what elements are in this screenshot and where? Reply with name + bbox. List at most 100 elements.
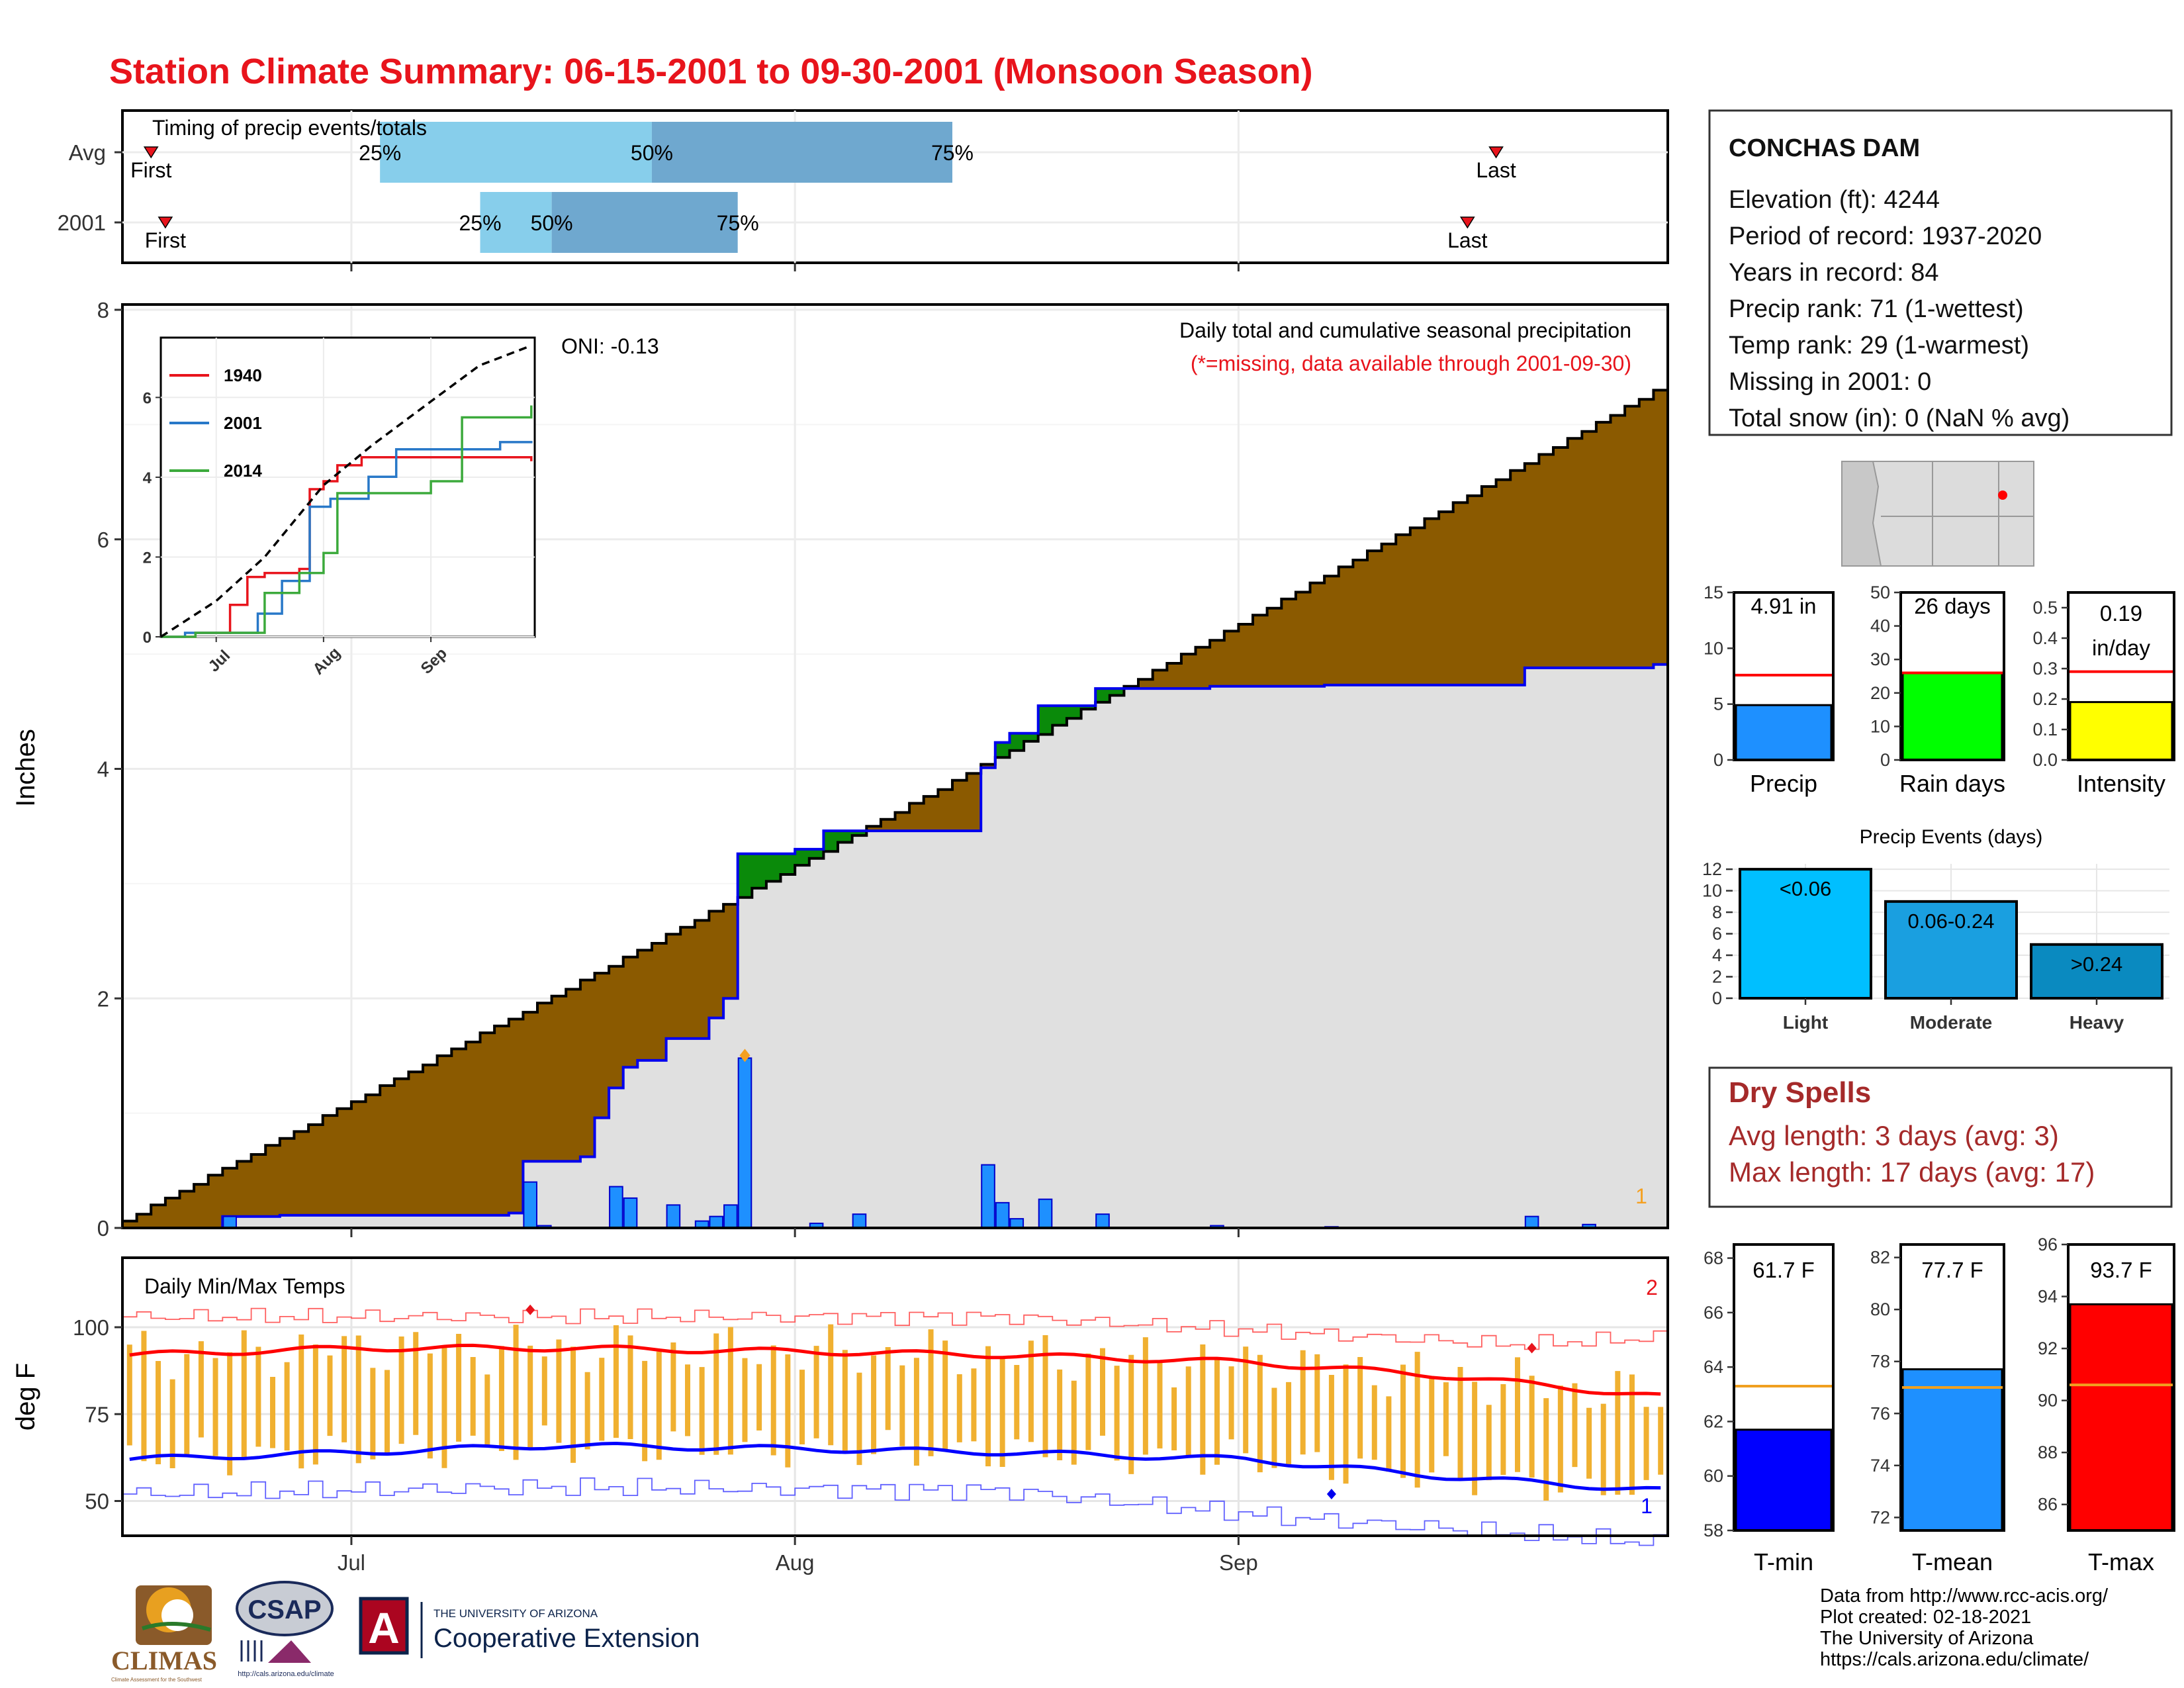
station-location-marker [1998, 491, 2007, 500]
precip-fills [122, 389, 1668, 1229]
inset-ytick-label-3: 6 [143, 389, 152, 407]
record-high-marker-2 [1527, 1342, 1537, 1354]
temp-marker-top: 2 [1646, 1276, 1658, 1299]
timing-first-label-0: First [130, 158, 171, 182]
temp-summary-ytick-label-0-4: 66 [1704, 1303, 1723, 1323]
max-precip-marker [739, 1049, 751, 1062]
csap-logo: CSAP http://cals.arizona.edu/climate [236, 1581, 334, 1678]
ua-logo-line-2: Cooperative Extension [433, 1624, 700, 1653]
inset-legend-label-1: 2001 [224, 413, 262, 433]
temperature-summary-bars: 58 60 62 64 66 68 61.7 F T-min 72 74 76 78 80 82 77.7 … [1704, 1235, 2175, 1575]
daily-precip-bar-19 [1524, 1215, 1539, 1229]
timing-p50-label-1: 50% [531, 211, 573, 235]
summary-bar-outline-0 [1733, 591, 1835, 761]
inset-frame [159, 336, 536, 638]
x-tick-label-0: Jul [338, 1550, 365, 1575]
precip-y-label: Inches [11, 729, 40, 807]
temp-summary-ytick-label-1-5: 82 [1870, 1248, 1890, 1268]
dry-spells-title: Dry Spells [1729, 1076, 1871, 1109]
summary-bar-unit-2: in/day [2092, 635, 2151, 660]
precip-ytick-label-4: 8 [97, 298, 109, 322]
station-period: Period of record: 1937-2020 [1729, 222, 2042, 250]
summary-bar-ytick-label-1-4: 40 [1870, 616, 1890, 636]
temp-summary-value-0: 61.7 F [1752, 1258, 1815, 1282]
dry-spells-max: Max length: 17 days (avg: 17) [1729, 1156, 2095, 1188]
temp-summary-bar-2 [2069, 1303, 2173, 1532]
x-tick-label-2: Sep [1219, 1550, 1258, 1575]
inset-series-line-average [160, 344, 532, 638]
summary-bars: 0 5 10 15 4.91 in Precip 0 10 20 30 40 50 26 days Rai… [1704, 583, 2175, 797]
temp-y-axis: 50 75 100 [73, 1315, 122, 1514]
events-ytick-label-2: 4 [1712, 945, 1722, 965]
temp-summary-outline-2 [2067, 1243, 2175, 1532]
climas-logo: CLIMAS Climate Assessment for the Southw… [111, 1585, 217, 1683]
precip-caption: Daily total and cumulative seasonal prec… [1179, 318, 1631, 342]
summary-bar-ytick-label-0-2: 10 [1704, 638, 1723, 658]
temp-summary-bar-0 [1735, 1429, 1833, 1532]
events-ytick-label-6: 12 [1702, 859, 1722, 879]
temp-ytick-label-1: 75 [85, 1402, 109, 1427]
oni-label: ONI: -0.13 [561, 334, 659, 358]
events-bar-label-1: 0.06-0.24 [1908, 910, 1995, 933]
events-title: Precip Events (days) [1860, 826, 2043, 848]
summary-bar-ytick-label-0-1: 5 [1713, 694, 1723, 714]
station-years: Years in record: 84 [1729, 259, 1939, 287]
precip-y-axis: 0 2 4 6 8 [97, 298, 122, 1241]
daily-precip-bar-16 [1095, 1213, 1110, 1229]
events-ytick-label-1: 2 [1712, 967, 1722, 987]
timing-row-label-2001: 2001 [58, 211, 106, 235]
temp-summary-ytick-label-0-1: 60 [1704, 1466, 1723, 1486]
summary-bar-label-2: Intensity [2077, 770, 2165, 797]
events-bar-label-0: <0.06 [1780, 877, 1831, 900]
summary-bar-ytick-label-0-3: 15 [1704, 583, 1723, 602]
summary-bar-label-0: Precip [1750, 770, 1817, 797]
inset-legend-label-0: 1940 [224, 365, 262, 385]
summary-bar-ytick-label-1-1: 10 [1870, 716, 1890, 736]
cumulative-average-line [122, 389, 1668, 1223]
timing-labels: 25% 50% 75% First Last 25% 50% 75% First Last [130, 141, 1516, 252]
inset-ytick-label-0: 0 [143, 629, 152, 647]
summary-bar-group-0: 0 5 10 15 4.91 in Precip [1704, 583, 1835, 797]
events-ytick-label-3: 6 [1712, 924, 1722, 944]
timing-bar-q1-1 [480, 192, 552, 253]
summary-bar-ytick-label-2-4: 0.4 [2032, 628, 2058, 648]
summary-bar-value-1: 26 days [1914, 594, 1991, 618]
footer-line-2: Plot created: 02-18-2021 [1820, 1607, 2031, 1628]
events-ytick-label-4: 8 [1712, 902, 1722, 922]
record-high-marker-1 [525, 1304, 535, 1315]
events-ytick-label-0: 0 [1712, 988, 1722, 1008]
temp-summary-ytick-label-1-2: 76 [1870, 1403, 1890, 1423]
station-snow: Total snow (in): 0 (NaN % avg) [1729, 404, 2070, 432]
events-xtick-label-2: Heavy [2070, 1012, 2124, 1033]
temp-summary-group-1: 72 74 76 78 80 82 77.7 F T-mean [1870, 1243, 2005, 1575]
record-high-line [122, 1307, 1668, 1350]
summary-bar-value-2: 0.19 [2100, 601, 2142, 626]
record-low-line [122, 1477, 1668, 1546]
summary-bar-ytick-label-1-3: 30 [1870, 649, 1890, 669]
record-low-marker [1326, 1489, 1336, 1499]
temp-ytick-label-0: 50 [85, 1489, 109, 1514]
temp-summary-ytick-label-1-3: 78 [1870, 1352, 1890, 1372]
temp-summary-ytick-label-2-4: 94 [2038, 1287, 2058, 1307]
station-elevation: Elevation (ft): 4244 [1729, 186, 1940, 214]
temp-y-label: deg F [11, 1363, 40, 1430]
timing-p75-label-1: 75% [717, 211, 759, 235]
temp-summary-ytick-label-0-5: 68 [1704, 1248, 1723, 1268]
precip-daily-bars [222, 1049, 1596, 1229]
summary-bar-ytick-label-2-0: 0.0 [2032, 750, 2058, 770]
tmin-average-line [129, 1441, 1661, 1491]
events-xtick-label-1: Moderate [1910, 1012, 1992, 1033]
temp-panel-frame [121, 1256, 1669, 1537]
summary-bar-ytick-label-1-0: 0 [1880, 750, 1890, 770]
daily-precip-bar-8 [723, 1204, 738, 1229]
timing-bars [380, 122, 952, 253]
temp-summary-value-1: 77.7 F [1921, 1258, 1983, 1282]
temp-summary-ytick-label-1-1: 74 [1870, 1456, 1890, 1476]
station-name: CONCHAS DAM [1729, 134, 1920, 162]
temp-summary-label-1: T-mean [1912, 1548, 1993, 1575]
page-title: Station Climate Summary: 06-15-2001 to 0… [109, 52, 1313, 91]
cumulative-observed-line [122, 663, 1668, 1229]
footer-line-1: Data from http://www.rcc-acis.org/ [1820, 1585, 2109, 1607]
temp-summary-ytick-label-2-3: 92 [2038, 1338, 2058, 1358]
